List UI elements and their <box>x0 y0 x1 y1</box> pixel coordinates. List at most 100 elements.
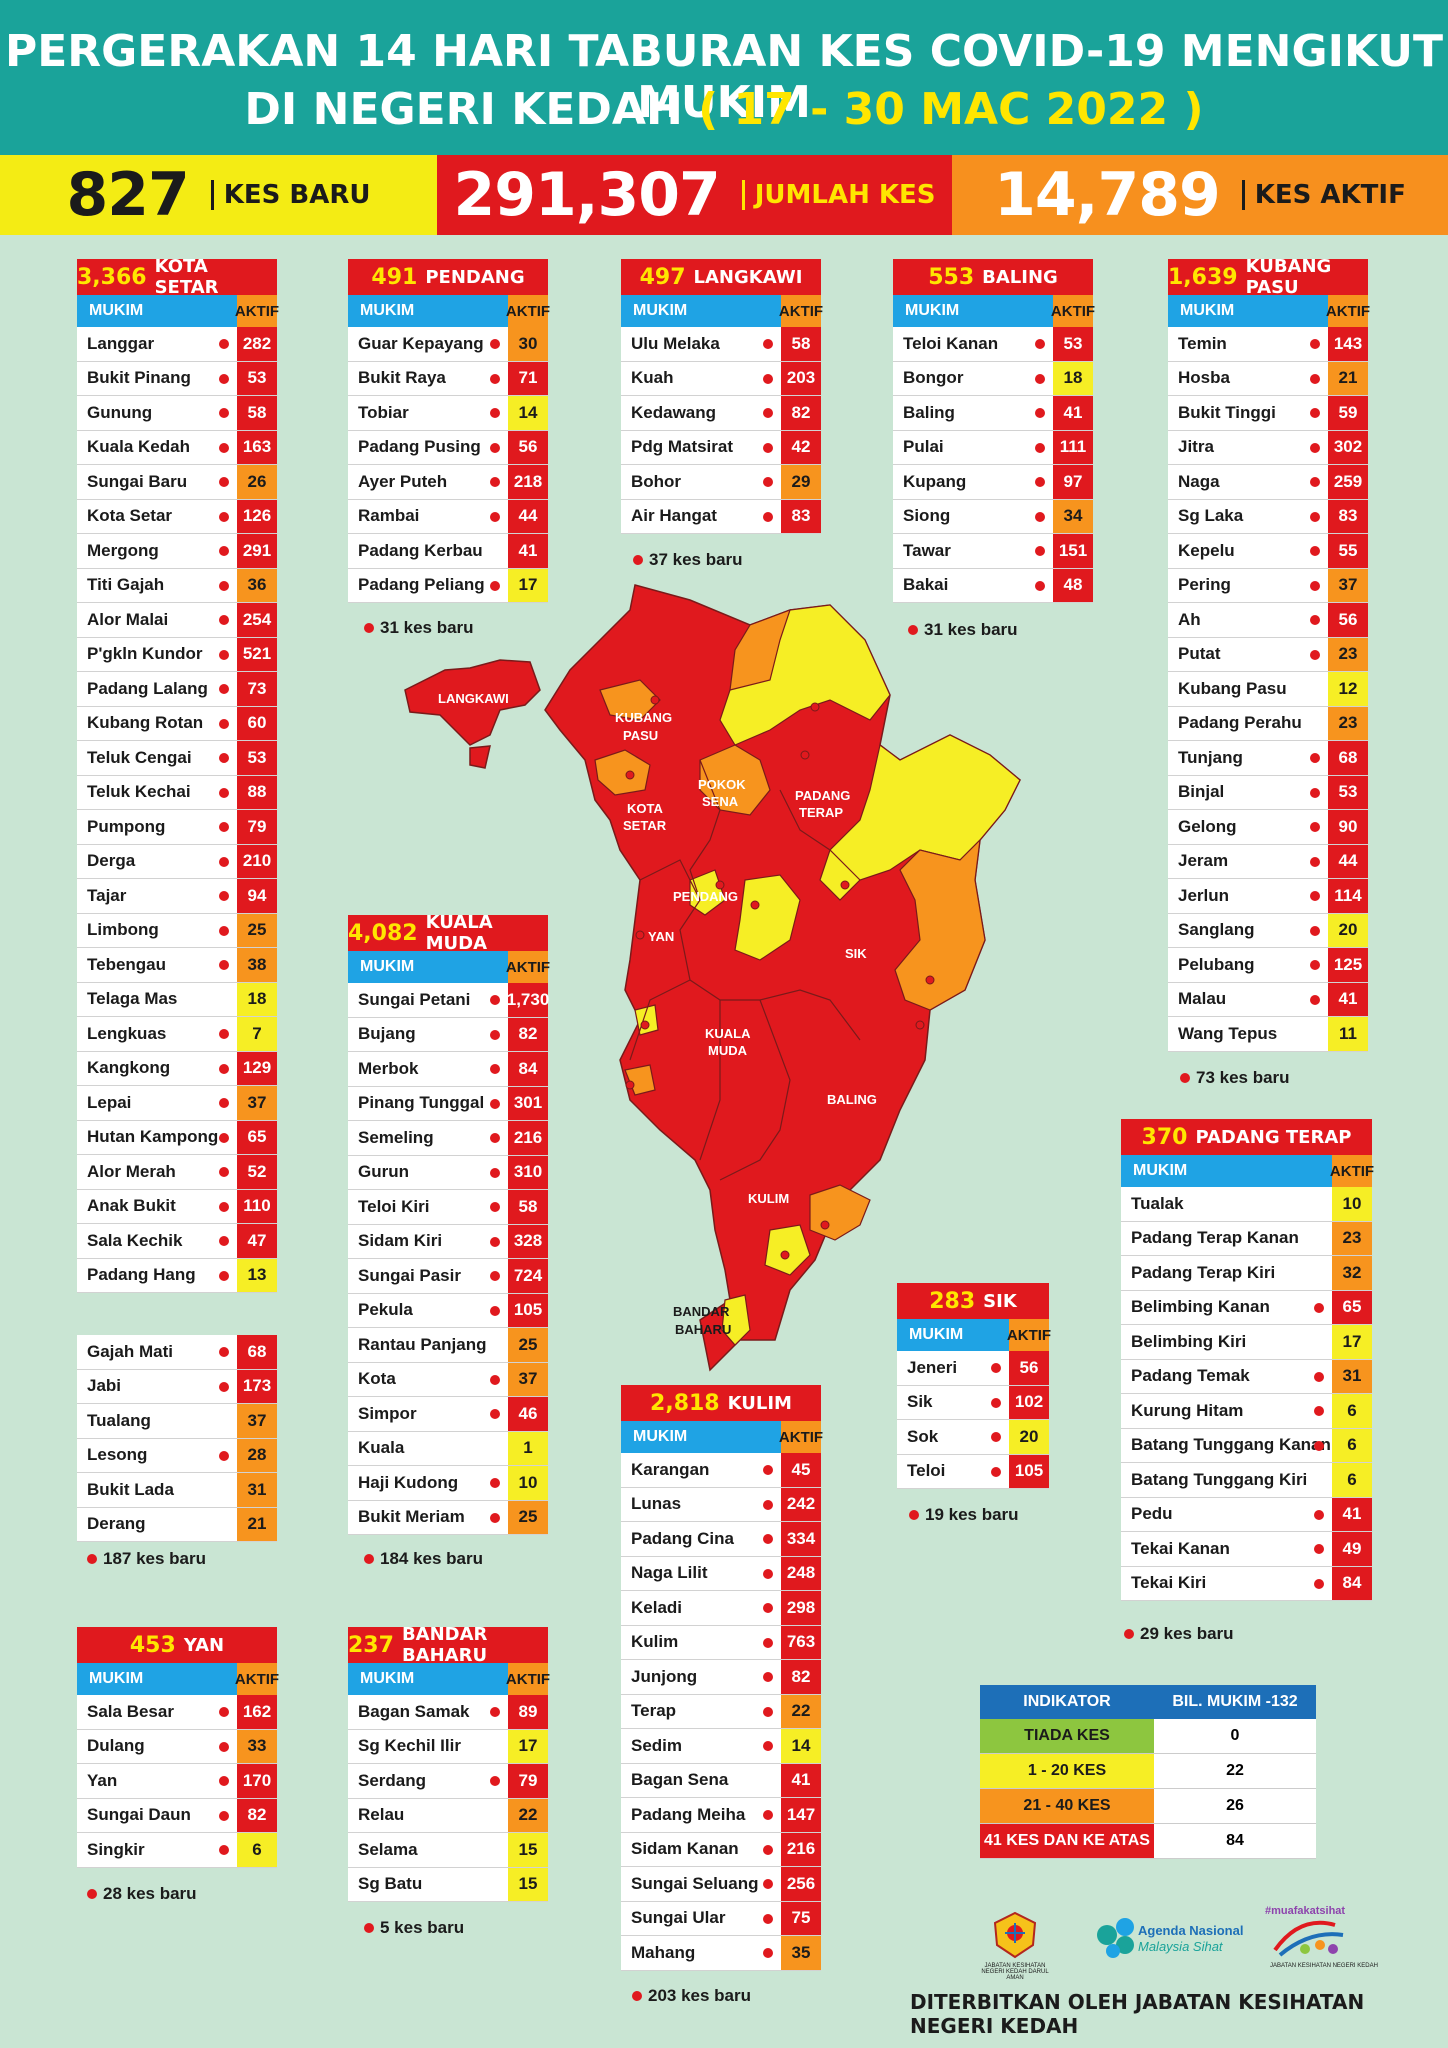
active-count: 42 <box>781 430 821 464</box>
mukim-name-text: Padang Cina <box>631 1528 734 1548</box>
table-row: Jabi 173 <box>77 1369 277 1404</box>
mukim-name: Padang Terap Kanan <box>1121 1222 1332 1256</box>
table-row: Pekula 105 <box>348 1293 548 1328</box>
table-row: Pelubang 125 <box>1168 948 1368 983</box>
new-case-dot-icon <box>1035 477 1045 487</box>
indicator-col2: BIL. MUKIM -132 <box>1154 1685 1316 1719</box>
table-row: Putat 23 <box>1168 637 1368 672</box>
table-row: Jeneri 56 <box>897 1351 1049 1386</box>
map-label-langkawi: LANGKAWI <box>438 691 509 706</box>
mukim-name: Tajar <box>77 879 237 913</box>
new-case-dot-icon <box>763 339 773 349</box>
column-header: MUKIM AKTIF <box>348 1663 550 1695</box>
table-row: Sedim 14 <box>621 1729 821 1764</box>
table-row: Alor Malai 254 <box>77 603 277 638</box>
table-row: Sala Besar 162 <box>77 1695 277 1730</box>
new-case-dot-icon <box>490 373 500 384</box>
mukim-name: Batang Tunggang Kiri <box>1121 1463 1332 1497</box>
table-row: Belimbing Kiri 17 <box>1121 1325 1372 1360</box>
mukim-name-text: Siong <box>903 506 951 526</box>
new-case-dot-icon <box>763 1741 773 1751</box>
mukim-name: Terap <box>621 1695 781 1729</box>
map-label-pokok: POKOK <box>698 777 746 792</box>
mukim-name: Sungai Baru <box>77 465 237 499</box>
new-case-dot-icon <box>763 1706 773 1717</box>
mukim-name-text: Baling <box>903 402 955 422</box>
active-count: 59 <box>1328 396 1368 430</box>
table-baling: 553 BALING MUKIM AKTIF Teloi Kanan 53 Bongor 18… <box>893 259 1095 603</box>
active-count: 58 <box>781 327 821 361</box>
table-row: Padang Pusing 56 <box>348 430 548 465</box>
active-count: 68 <box>1328 741 1368 775</box>
indicator-label: TIADA KES <box>980 1719 1154 1753</box>
mukim-name: P'gkln Kundor <box>77 638 237 672</box>
mukim-name: Jerlun <box>1168 879 1328 913</box>
mukim-name: Padang Perahu <box>1168 707 1328 741</box>
active-count: 14 <box>781 1729 821 1763</box>
district-name: KUBANG PASU <box>1245 256 1332 298</box>
new-case-dot-icon <box>991 1397 1001 1408</box>
map-label-kubang: KUBANG <box>615 710 672 725</box>
mukim-name: Kupang <box>893 465 1053 499</box>
table-row: Hosba 21 <box>1168 361 1368 396</box>
table-row: Sungai Pasir 724 <box>348 1259 548 1294</box>
new-case-dot-icon <box>490 1271 500 1281</box>
mukim-name: Padang Kerbau <box>348 534 508 568</box>
column-mukim: MUKIM <box>348 295 508 327</box>
table-row: Bukit Pinang 53 <box>77 361 277 396</box>
mukim-name: Lepai <box>77 1086 237 1120</box>
mukim-name: Bukit Pinang <box>77 362 237 396</box>
mukim-name-text: Padang Peliang <box>358 575 485 595</box>
stat-total-cases-value: 291,307 <box>453 160 720 230</box>
active-count: 30 <box>508 327 548 361</box>
mukim-name-text: Tajar <box>87 885 127 905</box>
mukim-name-text: Teloi Kiri <box>358 1196 430 1216</box>
mukim-name-text: Sidam Kiri <box>358 1231 443 1251</box>
mukim-name-text: Terap <box>631 1701 677 1721</box>
table-row: Teloi Kanan 53 <box>893 327 1093 362</box>
mukim-name-text: Naga <box>1178 471 1220 491</box>
table-row: Bukit Lada 31 <box>77 1473 277 1508</box>
new-case-dot-icon <box>763 1948 773 1958</box>
active-count: 21 <box>237 1507 277 1541</box>
mukim-name: Hutan Kampong <box>77 1121 237 1155</box>
table-row: Sungai Seluang 256 <box>621 1867 821 1902</box>
mukim-name-text: Titi Gajah <box>87 575 165 595</box>
active-count: 29 <box>781 465 821 499</box>
mukim-name: Junjong <box>621 1660 781 1694</box>
mukim-name: Naga Lilit <box>621 1557 781 1591</box>
mukim-name: Gajah Mati <box>77 1335 237 1369</box>
indicator-header: INDIKATOR BIL. MUKIM -132 <box>980 1685 1316 1719</box>
stat-total-cases-label: JUMLAH KES <box>741 180 936 210</box>
new-case-dot-icon <box>219 339 229 349</box>
active-count: 105 <box>1009 1454 1049 1488</box>
map-label-kulim: KULIM <box>748 1191 789 1206</box>
table-row: Padang Lalang 73 <box>77 672 277 707</box>
table-row: Kota Setar 126 <box>77 499 277 534</box>
mukim-name-text: Sok <box>907 1426 939 1446</box>
mukim-name: Malau <box>1168 983 1328 1017</box>
mukim-name: Jeneri <box>897 1351 1009 1385</box>
mukim-name: Langgar <box>77 327 237 361</box>
table-row: Padang Kerbau 41 <box>348 534 548 569</box>
active-count: 18 <box>1053 361 1093 395</box>
active-count: 521 <box>237 637 277 671</box>
mukim-name: Tualak <box>1121 1187 1332 1221</box>
table-row: Ah 56 <box>1168 603 1368 638</box>
active-count: 79 <box>237 810 277 844</box>
active-count: 334 <box>781 1522 821 1556</box>
active-count: 37 <box>1328 568 1368 602</box>
new-case-dot-icon <box>490 339 500 349</box>
mukim-name: Mahang <box>621 1936 781 1970</box>
new-case-dot-icon <box>991 1432 1001 1442</box>
active-count: 125 <box>1328 948 1368 982</box>
note-padang-terap-text: 29 kes baru <box>1140 1624 1234 1643</box>
active-count: 58 <box>508 1190 548 1224</box>
mukim-name-text: Relau <box>358 1805 405 1825</box>
map-patch-yellow-4 <box>689 869 726 916</box>
mukim-name-text: Bukit Tinggi <box>1178 402 1276 422</box>
new-case-dot-icon <box>1310 753 1320 763</box>
active-count: 37 <box>237 1404 277 1438</box>
table-row: Teloi Kiri 58 <box>348 1190 548 1225</box>
mukim-name: Selama <box>348 1833 508 1867</box>
